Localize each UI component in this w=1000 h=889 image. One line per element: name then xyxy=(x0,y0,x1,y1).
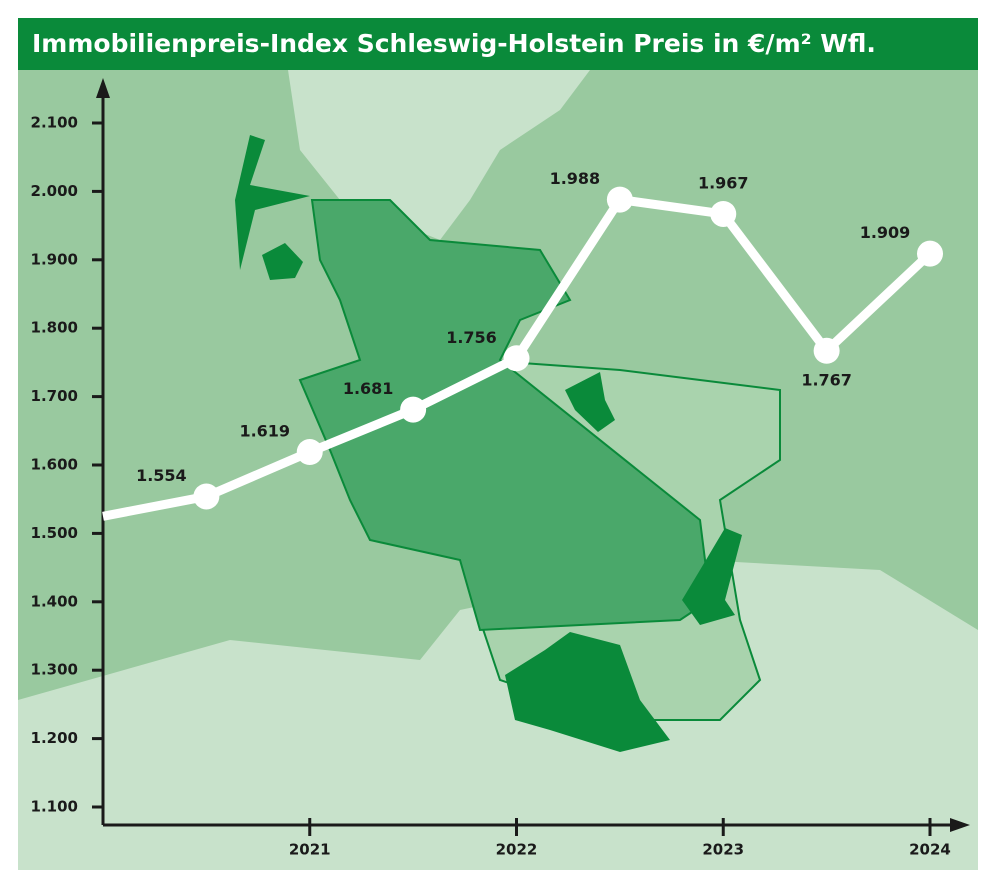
value-label: 1.988 xyxy=(550,169,601,188)
value-label: 1.909 xyxy=(860,223,911,242)
marker xyxy=(296,439,323,466)
y-tick-label: 1.700 xyxy=(31,387,78,405)
map-forest xyxy=(505,632,670,752)
y-tick-label: 1.200 xyxy=(31,729,78,747)
title-bar xyxy=(18,18,978,70)
value-label: 1.681 xyxy=(343,379,394,398)
x-tick-label: 2021 xyxy=(289,841,331,859)
x-axis-arrow xyxy=(950,818,970,832)
value-label: 1.756 xyxy=(446,328,497,347)
chart-title: Immobilienpreis-Index Schleswig-Holstein… xyxy=(32,29,876,58)
x-tick-label: 2024 xyxy=(909,841,951,859)
marker xyxy=(193,483,220,510)
background-map xyxy=(18,70,978,870)
value-label: 1.767 xyxy=(801,370,852,389)
x-tick-label: 2022 xyxy=(496,841,538,859)
map-forest xyxy=(682,528,742,625)
marker xyxy=(606,186,633,213)
map-forest xyxy=(262,243,303,280)
y-tick-label: 1.100 xyxy=(31,798,78,816)
y-tick-label: 2.000 xyxy=(31,182,78,200)
map-area xyxy=(288,70,590,240)
map-forest xyxy=(235,135,310,270)
marker xyxy=(503,345,530,372)
marker xyxy=(917,240,943,267)
value-label: 1.967 xyxy=(698,173,749,192)
marker xyxy=(400,396,427,423)
y-tick-label: 2.100 xyxy=(31,114,78,132)
y-axis-arrow xyxy=(96,78,110,98)
y-tick-label: 1.900 xyxy=(31,250,78,268)
y-tick-label: 1.400 xyxy=(31,592,78,610)
y-tick-label: 1.300 xyxy=(31,661,78,679)
map-city xyxy=(298,199,712,632)
y-tick-label: 1.600 xyxy=(31,456,78,474)
value-label: 1.619 xyxy=(239,422,290,441)
plot: 1.100 1.200 1.300 1.400 1.500 1.600 1.700 1.800… xyxy=(31,114,951,859)
map-forest xyxy=(565,372,615,432)
marker xyxy=(813,337,840,364)
marker xyxy=(710,200,737,227)
value-label: 1.554 xyxy=(136,466,187,485)
y-tick-label: 1.800 xyxy=(31,319,78,337)
y-tick-label: 1.500 xyxy=(31,524,78,542)
x-tick-label: 2023 xyxy=(702,841,744,859)
